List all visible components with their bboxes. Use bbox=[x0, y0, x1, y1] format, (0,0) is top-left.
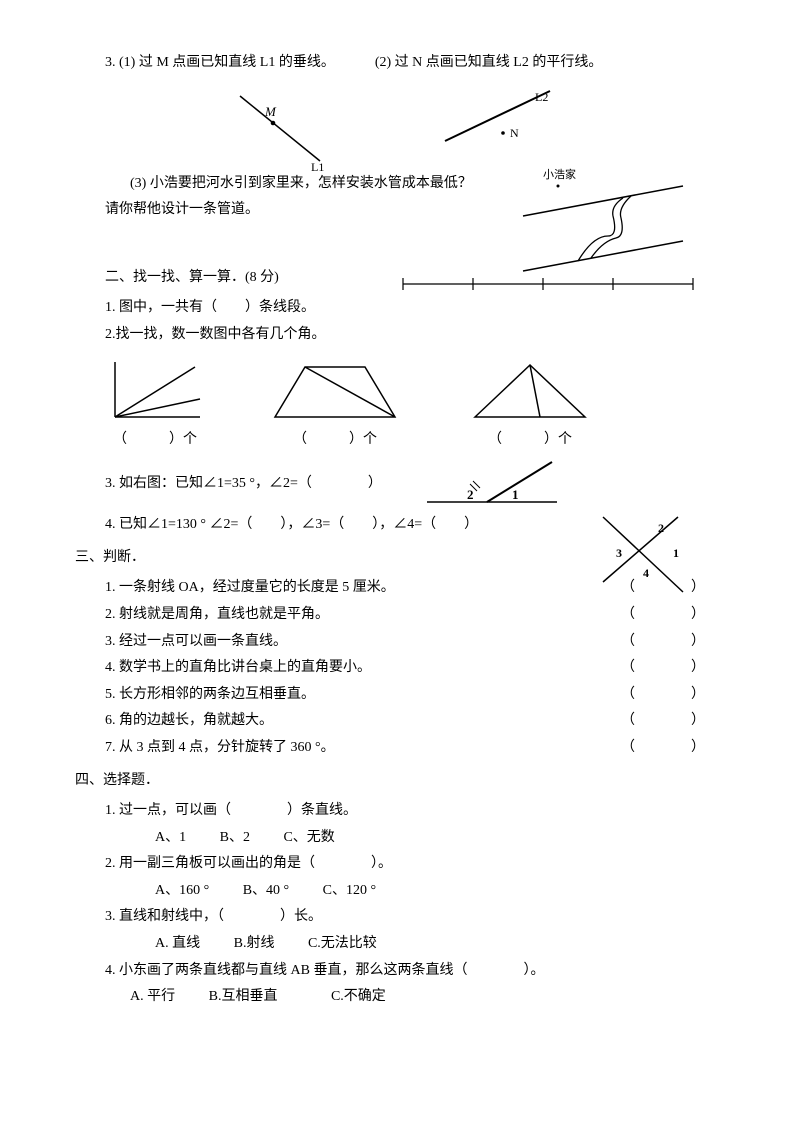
j5: 5. 长方形相邻的两条边互相垂直。 bbox=[105, 682, 315, 709]
q3-figures-row: M L1 L2 N bbox=[75, 81, 718, 171]
fig-angle-2: （ ）个 bbox=[265, 357, 405, 454]
q3-header: 3. (1) 过 M 点画已知直线 L1 的垂线。 (2) 过 N 点画已知直线… bbox=[75, 50, 718, 77]
s4q2: 2. 用一副三角板可以画出的角是（ ）。 bbox=[75, 851, 718, 878]
s4q4: 4. 小东画了两条直线都与直线 AB 垂直，那么这两条直线（ ）。 bbox=[75, 958, 718, 985]
sec4-title: 四、选择题． bbox=[75, 768, 718, 795]
j6: 6. 角的边越长，角就越大。 bbox=[105, 708, 273, 735]
sec2-q2: 2.找一找，数一数图中各有几个角。 bbox=[75, 322, 718, 349]
sec3-list: 1. 一条射线 OA，经过度量它的长度是 5 厘米。（ ） 2. 射线就是周角，… bbox=[75, 575, 705, 761]
count-label-3: （ ）个 bbox=[465, 427, 595, 454]
j7: 7. 从 3 点到 4 点，分针旋转了 360 °。 bbox=[105, 735, 335, 762]
svg-text:1: 1 bbox=[673, 546, 679, 560]
count-label-2: （ ）个 bbox=[265, 427, 405, 454]
sec2-q3: 3. 如右图：已知∠1=35 °，∠2=（ ） bbox=[105, 471, 382, 498]
s4q4-opts: A. 平行 B.互相垂直 C.不确定 bbox=[75, 984, 718, 1011]
q3-part3: (3) 小浩要把河水引到家里来，怎样安装水管成本最低？ bbox=[75, 171, 472, 198]
fig-angle-35: 1 2 bbox=[422, 457, 562, 512]
q3-part3-block: (3) 小浩要把河水引到家里来，怎样安装水管成本最低？ 小浩家 请你帮他设计一条… bbox=[75, 171, 718, 224]
svg-text:L2: L2 bbox=[535, 90, 548, 104]
j3: 3. 经过一点可以画一条直线。 bbox=[105, 629, 287, 656]
svg-text:4: 4 bbox=[643, 566, 649, 580]
s4q1: 1. 过一点，可以画（ ）条直线。 bbox=[75, 798, 718, 825]
count-label-1: （ ）个 bbox=[105, 427, 205, 454]
sec2-q4-block: 2 1 3 4 4. 已知∠1=130 ° ∠2=（ ），∠3=（ ），∠4=（… bbox=[75, 512, 718, 539]
s4q3-opts: A. 直线 B.射线 C.无法比较 bbox=[75, 931, 718, 958]
fig-angle-1: （ ）个 bbox=[105, 357, 205, 454]
fig-cross-angles: 2 1 3 4 bbox=[588, 502, 698, 602]
j4: 4. 数学书上的直角比讲台桌上的直角要小。 bbox=[105, 655, 371, 682]
q3-part1: 3. (1) 过 M 点画已知直线 L1 的垂线。 bbox=[105, 50, 335, 77]
fig-angle-3: （ ）个 bbox=[465, 357, 595, 454]
sec2-q1: 1. 图中，一共有（ ）条线段。 bbox=[75, 295, 718, 322]
j2: 2. 射线就是周角，直线也就是平角。 bbox=[105, 602, 329, 629]
house-label: 小浩家 bbox=[543, 167, 576, 181]
svg-text:2: 2 bbox=[658, 521, 664, 535]
fig-L1: M L1 bbox=[225, 81, 345, 171]
s4q1-opts: A、1 B、2 C、无数 bbox=[75, 825, 718, 852]
svg-text:2: 2 bbox=[467, 487, 474, 502]
svg-text:3: 3 bbox=[616, 546, 622, 560]
s4q2-opts: A、160 ° B、40 ° C、120 ° bbox=[75, 878, 718, 905]
svg-text:N: N bbox=[510, 126, 519, 140]
svg-text:1: 1 bbox=[512, 487, 519, 502]
s4q3: 3. 直线和射线中，（ ）长。 bbox=[75, 904, 718, 931]
svg-text:M: M bbox=[264, 104, 277, 119]
q3-part2: (2) 过 N 点画已知直线 L2 的平行线。 bbox=[375, 50, 603, 77]
j1: 1. 一条射线 OA，经过度量它的长度是 5 厘米。 bbox=[105, 575, 395, 602]
angle-figs: （ ）个 （ ）个 （ ）个 bbox=[105, 357, 718, 454]
svg-text:L1: L1 bbox=[311, 160, 324, 171]
sec2-head-row: 二、找一找、算一算．(8 分) bbox=[75, 265, 718, 292]
fig-segments bbox=[398, 270, 698, 298]
fig-L2: L2 N bbox=[435, 81, 575, 161]
